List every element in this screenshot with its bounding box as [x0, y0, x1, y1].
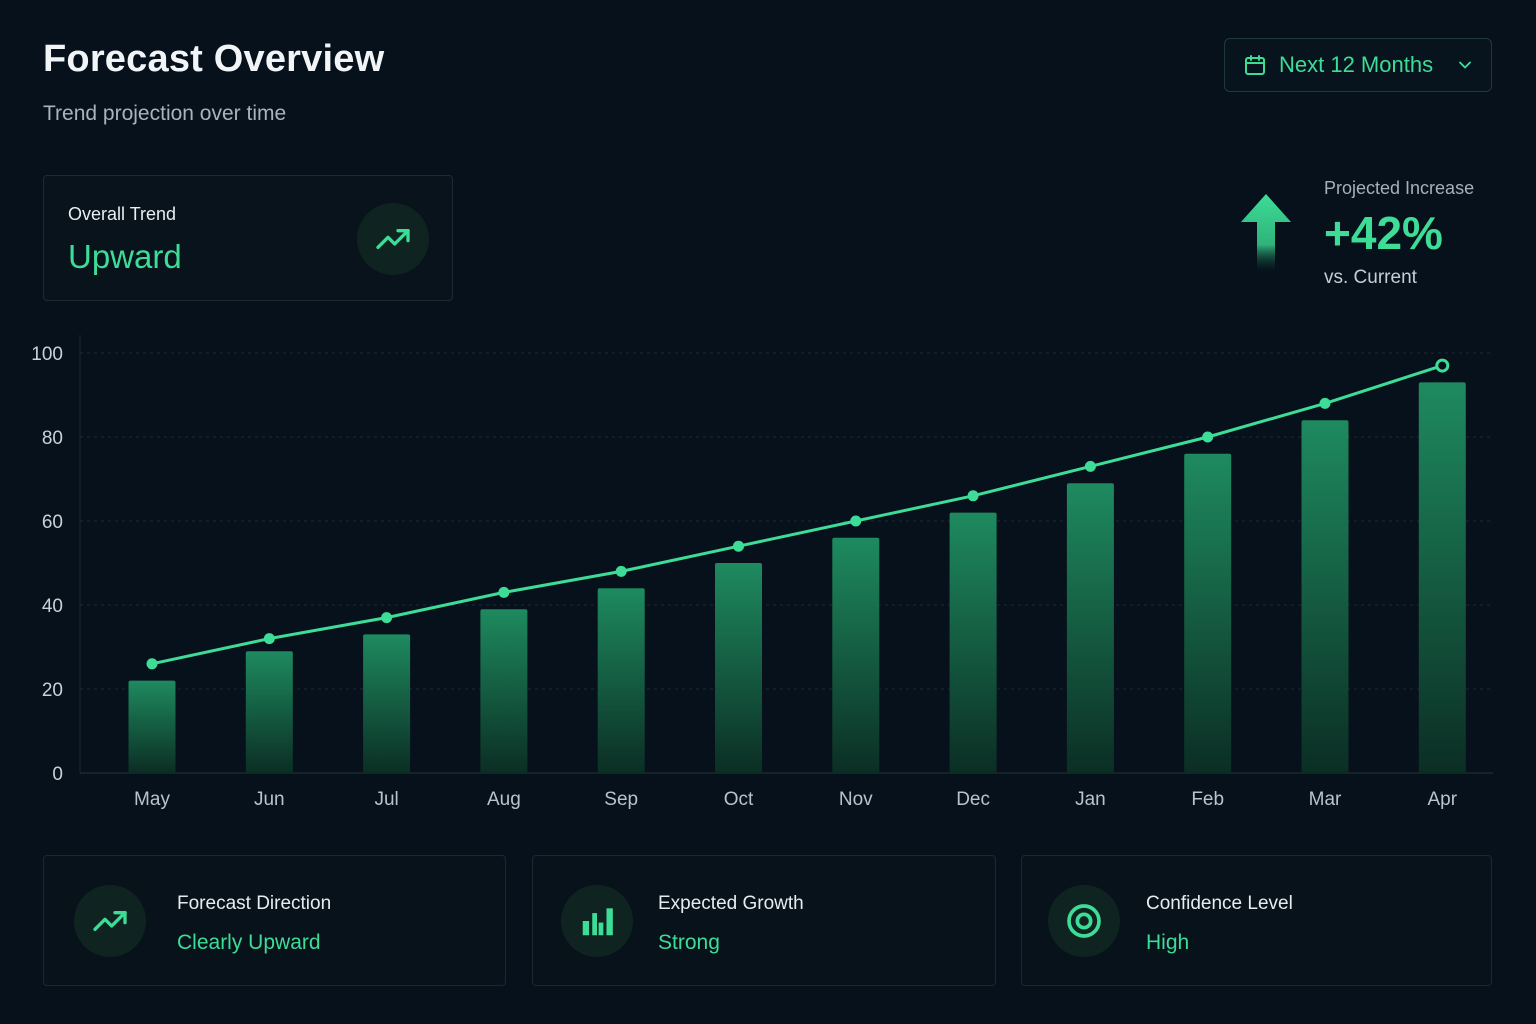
time-range-dropdown[interactable]: Next 12 Months	[1224, 38, 1492, 92]
y-tick-label: 100	[31, 344, 63, 365]
x-tick-label: Sep	[604, 789, 638, 810]
x-tick-label: Nov	[839, 789, 873, 810]
y-tick-label: 0	[52, 764, 63, 785]
x-tick-label: Dec	[956, 789, 990, 810]
line-point	[1319, 397, 1331, 409]
target-icon	[1048, 885, 1120, 957]
bar	[832, 537, 880, 773]
bar	[1301, 420, 1349, 773]
x-tick-label: Apr	[1428, 789, 1458, 810]
forecast-chart: 0 20 40 60 80 100 May Jun Jul Aug Sep Oct Nov Dec Jan…	[31, 335, 1493, 810]
x-tick-label: Mar	[1309, 789, 1342, 810]
x-tick-label: Jul	[374, 789, 398, 810]
line-point	[850, 515, 862, 527]
time-range-label: Next 12 Months	[1279, 52, 1434, 77]
overall-trend-card: Overall Trend Upward	[43, 175, 453, 301]
line-point	[498, 586, 510, 598]
bar	[597, 588, 645, 773]
line-point	[381, 612, 393, 624]
calendar-icon	[1243, 53, 1267, 77]
line-point	[615, 565, 627, 577]
x-tick-label: Feb	[1191, 789, 1224, 810]
projected-increase-sub: vs. Current	[1324, 267, 1417, 288]
bar	[1418, 382, 1466, 773]
y-tick-label: 40	[42, 596, 63, 617]
confidence-level-value: High	[1146, 931, 1190, 954]
line-point	[146, 658, 158, 670]
projected-increase-label: Projected Increase	[1324, 178, 1475, 198]
x-tick-label: May	[134, 789, 170, 810]
bar	[949, 512, 997, 773]
line-point	[967, 490, 979, 502]
bar	[363, 634, 411, 773]
arrow-up-icon	[1238, 192, 1294, 279]
trend-up-icon	[74, 885, 146, 957]
y-tick-label: 80	[42, 428, 63, 449]
y-tick-label: 60	[42, 512, 63, 533]
x-tick-label: Aug	[487, 789, 521, 810]
overall-trend-value: Upward	[68, 238, 182, 275]
line-point	[1202, 431, 1214, 443]
chevron-down-icon	[1455, 55, 1475, 75]
page-title: Forecast Overview	[43, 38, 385, 80]
stat-card-confidence-level: Confidence Level High	[1021, 855, 1492, 986]
forecast-direction-label: Forecast Direction	[177, 893, 332, 914]
line-point	[733, 540, 744, 552]
bar	[480, 609, 528, 773]
projected-increase-value: +42%	[1324, 207, 1443, 259]
bar	[245, 651, 293, 773]
bar	[1066, 483, 1114, 773]
x-tick-label: Jun	[254, 789, 285, 810]
y-tick-label: 20	[42, 680, 63, 701]
bar	[715, 563, 762, 773]
line-point	[1084, 460, 1096, 472]
line-point	[1435, 358, 1450, 373]
expected-growth-value: Strong	[658, 931, 720, 954]
stat-card-forecast-direction: Forecast Direction Clearly Upward	[43, 855, 506, 986]
expected-growth-label: Expected Growth	[658, 893, 804, 914]
trend-up-icon	[357, 203, 429, 275]
x-tick-label: Jan	[1075, 789, 1106, 810]
bar	[1184, 453, 1232, 773]
confidence-level-label: Confidence Level	[1146, 893, 1293, 914]
forecast-direction-value: Clearly Upward	[177, 931, 321, 954]
bar-chart-icon	[561, 885, 633, 957]
bar	[128, 680, 176, 773]
page-subtitle: Trend projection over time	[43, 102, 287, 125]
line-point	[263, 633, 275, 645]
trend-line	[151, 364, 1443, 666]
stat-card-expected-growth: Expected Growth Strong	[532, 855, 996, 986]
x-tick-label: Oct	[724, 789, 754, 810]
overall-trend-label: Overall Trend	[68, 204, 177, 224]
